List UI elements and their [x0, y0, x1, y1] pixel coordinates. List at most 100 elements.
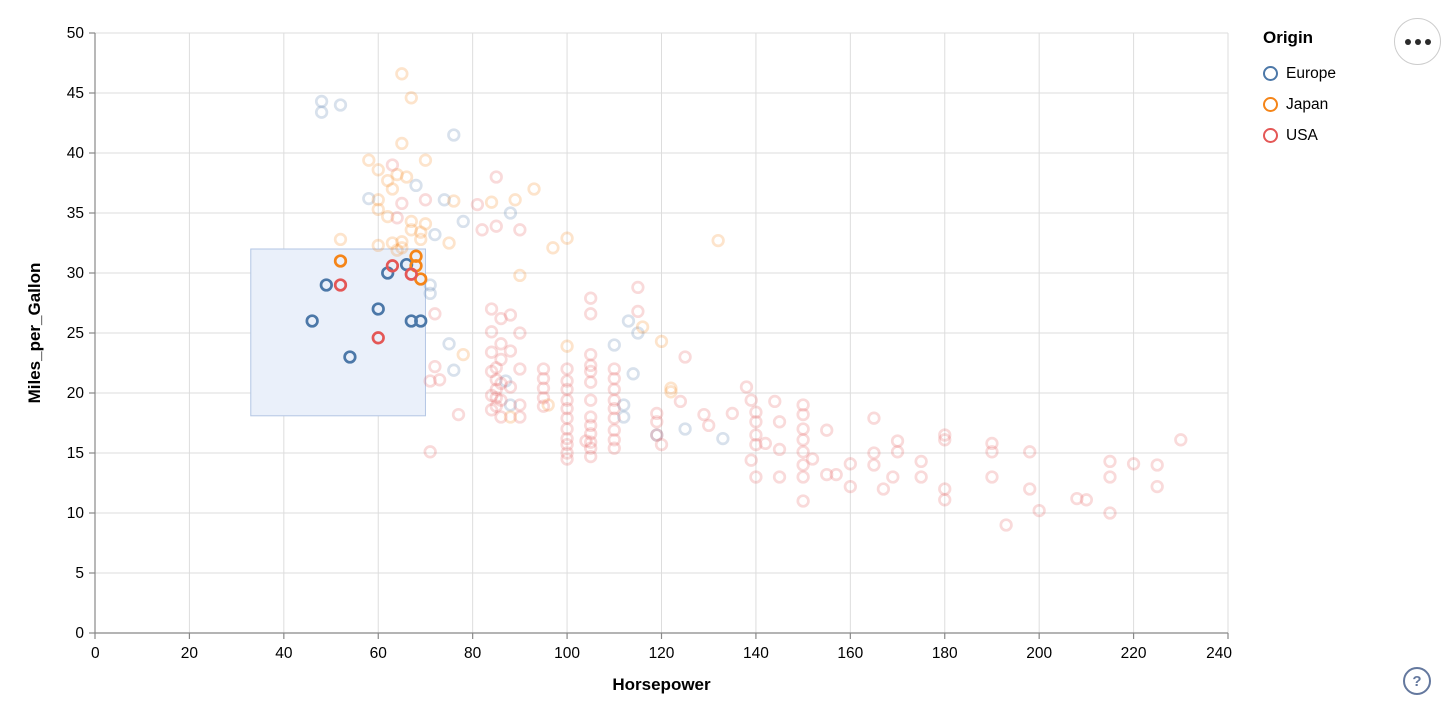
data-point-usa	[796, 422, 810, 436]
data-point-usa	[484, 403, 499, 417]
more-options-button[interactable]	[1394, 18, 1441, 65]
data-point-usa	[749, 405, 763, 419]
y-tick-label: 50	[67, 25, 85, 42]
data-point-usa	[560, 374, 574, 388]
data-point-usa	[584, 375, 598, 389]
data-point-europe	[447, 128, 461, 142]
data-point-japan	[333, 232, 348, 247]
data-point-japan	[654, 334, 669, 349]
data-point-usa	[1023, 445, 1037, 459]
data-point-usa	[1103, 454, 1117, 469]
data-point-usa	[867, 446, 881, 460]
data-point-usa	[494, 352, 508, 367]
legend-label: Japan	[1286, 95, 1329, 113]
data-point-usa	[607, 423, 621, 437]
data-point-usa	[503, 308, 518, 322]
data-point-usa	[796, 433, 810, 447]
data-point-usa	[843, 457, 857, 471]
data-point-japan	[442, 236, 456, 250]
data-point-japan	[390, 243, 404, 257]
data-point-usa	[796, 470, 810, 484]
data-point-usa	[607, 433, 621, 447]
data-point-usa	[584, 291, 598, 305]
data-point-europe	[333, 98, 348, 112]
data-point-usa	[999, 518, 1013, 532]
data-point-europe	[437, 193, 451, 207]
data-point-usa	[584, 364, 598, 379]
data-point-japan	[381, 209, 395, 224]
y-tick-label: 15	[67, 445, 84, 462]
x-tick-label: 40	[275, 645, 293, 662]
data-point-japan	[333, 254, 348, 268]
data-point-europe	[409, 178, 423, 193]
data-point-europe	[371, 302, 385, 316]
data-point-usa	[584, 307, 598, 321]
data-point-europe	[314, 105, 329, 119]
data-point-europe	[617, 410, 631, 424]
data-point-usa	[560, 401, 574, 416]
help-button[interactable]: ?	[1403, 667, 1431, 695]
data-point-usa	[579, 434, 593, 448]
legend-item-europe: Europe	[1263, 58, 1336, 89]
y-tick-label: 20	[67, 385, 85, 402]
data-point-usa	[428, 359, 442, 374]
data-point-usa	[914, 470, 928, 484]
ellipsis-icon	[1414, 38, 1421, 45]
data-point-usa	[607, 362, 621, 376]
data-point-usa	[560, 446, 574, 460]
data-point-usa	[560, 437, 574, 452]
data-point-usa	[650, 406, 664, 421]
data-point-usa	[584, 347, 598, 362]
data-point-usa	[796, 494, 810, 508]
data-point-usa	[513, 410, 527, 424]
x-tick-label: 140	[743, 645, 769, 662]
data-point-usa	[584, 441, 598, 455]
data-point-usa	[584, 358, 598, 373]
data-point-japan	[560, 231, 574, 245]
y-tick-label: 45	[67, 85, 84, 102]
data-point-usa	[560, 422, 574, 436]
data-point-usa	[796, 407, 810, 422]
data-point-usa	[584, 410, 598, 424]
data-point-usa	[484, 364, 499, 379]
data-point-usa	[739, 380, 754, 394]
legend-item-japan: Japan	[1263, 89, 1336, 120]
x-tick-label: 0	[91, 645, 100, 662]
y-axis-title: Miles_per_Gallon	[25, 263, 44, 404]
data-point-europe	[617, 398, 631, 412]
data-point-japan	[503, 410, 518, 424]
y-tick-label: 25	[67, 325, 84, 342]
data-point-usa	[876, 482, 891, 496]
data-point-usa	[607, 393, 621, 407]
data-point-europe	[428, 227, 442, 242]
legend-label: Europe	[1286, 64, 1336, 82]
data-point-usa	[1023, 482, 1037, 496]
brush-selection[interactable]	[250, 248, 426, 417]
data-point-japan	[395, 136, 409, 151]
data-point-usa	[796, 458, 810, 472]
data-point-usa	[584, 427, 598, 441]
data-point-usa	[938, 433, 952, 447]
data-point-japan	[381, 173, 395, 188]
data-point-usa	[1174, 433, 1188, 447]
data-point-usa	[772, 415, 787, 429]
data-point-europe	[499, 374, 513, 388]
question-mark-icon: ?	[1412, 672, 1422, 690]
data-point-japan	[362, 153, 376, 167]
data-point-usa	[1032, 503, 1046, 518]
data-point-usa	[560, 382, 574, 397]
y-tick-label: 30	[67, 265, 85, 282]
data-point-europe	[503, 206, 518, 220]
data-point-japan	[664, 385, 678, 399]
data-point-usa	[1103, 470, 1117, 484]
data-point-japan	[395, 67, 409, 81]
x-tick-label: 120	[649, 645, 675, 662]
data-point-japan	[456, 347, 470, 362]
data-point-usa	[536, 381, 551, 395]
data-point-usa	[494, 376, 508, 391]
data-point-usa	[744, 393, 758, 407]
data-point-usa	[650, 415, 664, 429]
data-point-europe	[362, 191, 376, 206]
